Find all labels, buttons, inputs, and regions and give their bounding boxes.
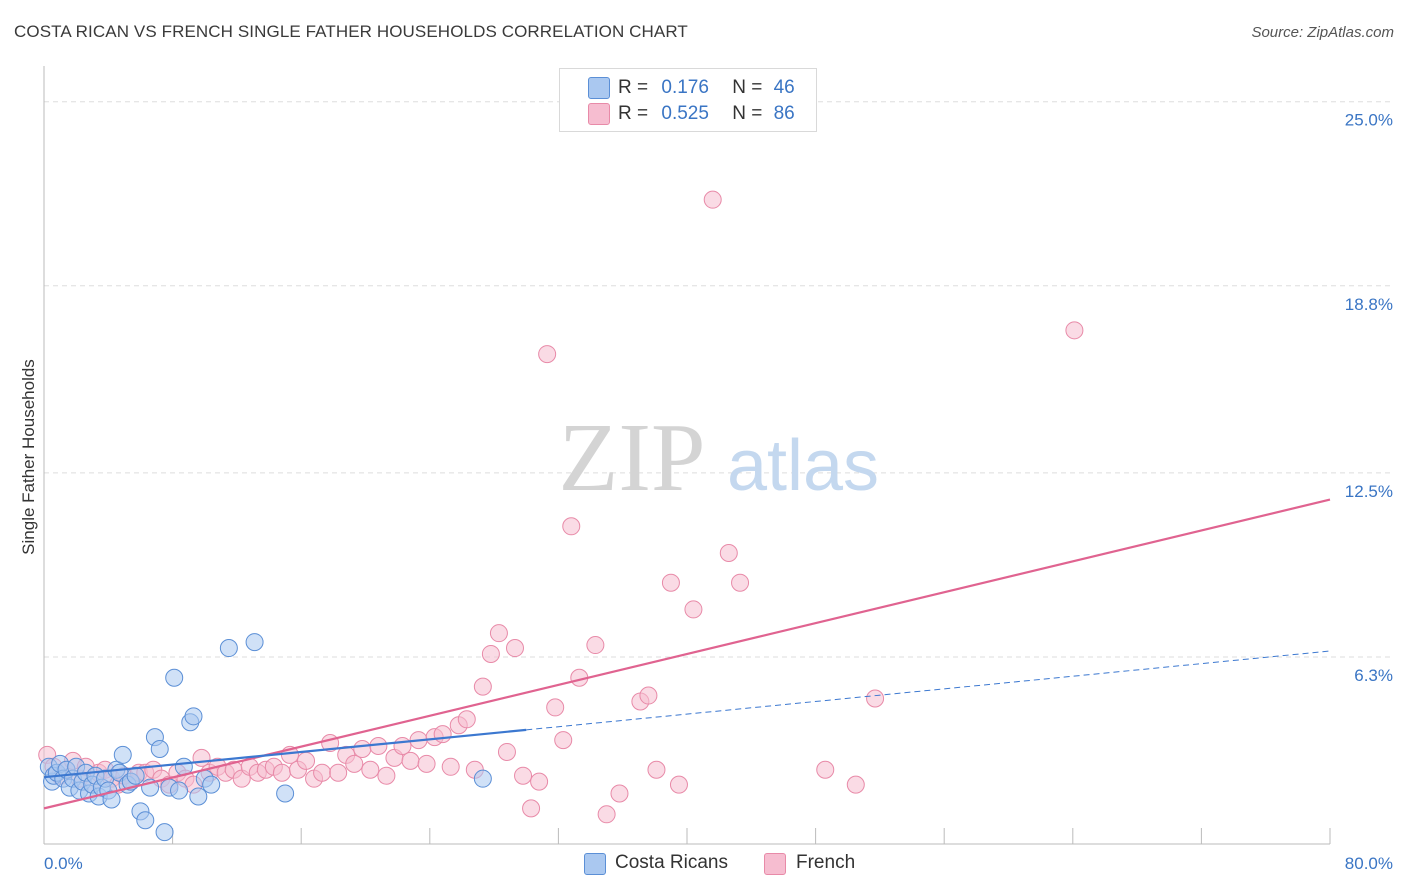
french-point xyxy=(669,775,688,794)
french-point xyxy=(562,517,581,536)
french-point xyxy=(433,725,452,744)
french-point xyxy=(647,760,666,779)
french-point xyxy=(481,644,500,663)
y-tick-label: 18.8% xyxy=(1345,295,1393,314)
legend-row-costa-ricans: R = 0.176 N = 46 xyxy=(618,77,795,99)
french-point xyxy=(393,737,412,756)
french-point xyxy=(417,754,436,773)
french-point xyxy=(345,754,364,773)
french-point xyxy=(329,763,348,782)
french-point xyxy=(684,600,703,619)
french-point xyxy=(489,624,508,643)
bottom-legend-costa-ricans: Costa Ricans xyxy=(615,852,728,873)
legend-swatch-blue xyxy=(588,77,610,99)
french-point xyxy=(401,751,420,770)
french-point xyxy=(522,799,541,818)
grid-lines xyxy=(44,101,1394,658)
costa-rican-point xyxy=(219,639,238,658)
french-point xyxy=(703,190,722,209)
watermark: ZIP atlas xyxy=(559,404,880,512)
tick-labels: 6.3% 12.5% 18.8% 25.0% 0.0% 80.0% xyxy=(44,111,1393,873)
french-point xyxy=(473,677,492,696)
french-point xyxy=(661,573,680,592)
french-point xyxy=(505,639,524,658)
correlation-legend: R = 0.176 N = 46 R = 0.525 N = 86 xyxy=(559,68,817,132)
bottom-legend-swatch-pink xyxy=(764,853,786,875)
legend-n-label: N = xyxy=(732,103,763,124)
french-point xyxy=(639,686,658,705)
french-point xyxy=(361,760,380,779)
french-point xyxy=(192,748,211,767)
legend-n-value: 86 xyxy=(773,103,795,124)
costa-rican-point xyxy=(184,707,203,726)
french-point xyxy=(530,772,549,791)
watermark-zip: ZIP xyxy=(559,404,706,512)
costa-rican-point xyxy=(150,739,169,758)
costa-rican-point xyxy=(245,633,264,652)
french-point xyxy=(816,760,835,779)
legend-row-french: R = 0.525 N = 86 xyxy=(618,103,795,125)
legend-n-label: N = xyxy=(732,77,763,98)
french-point xyxy=(441,757,460,776)
costa-rican-point xyxy=(165,668,184,687)
watermark-atlas: atlas xyxy=(727,426,879,506)
french-point xyxy=(538,345,557,364)
french-point xyxy=(586,636,605,655)
y-tick-label: 12.5% xyxy=(1345,482,1393,501)
costa-rican-point xyxy=(202,775,221,794)
french-point xyxy=(610,784,629,803)
legend-r-label: R = xyxy=(618,77,649,98)
french-point xyxy=(1065,321,1084,340)
french-point xyxy=(546,698,565,717)
y-tick-label: 6.3% xyxy=(1354,666,1393,685)
legend-r-label: R = xyxy=(618,103,649,124)
french-point xyxy=(377,766,396,785)
costa-rican-point xyxy=(189,787,208,806)
trend-lines xyxy=(43,498,1331,810)
french-point xyxy=(514,766,533,785)
legend-r-value: 0.176 xyxy=(661,77,709,98)
costa-rican-point xyxy=(113,745,132,764)
y-axis-label: Single Father Households xyxy=(19,359,38,555)
french-point xyxy=(272,763,291,782)
costa-rican-point xyxy=(155,823,174,842)
costa-rican-point xyxy=(136,811,155,830)
french-point xyxy=(457,710,476,729)
bottom-legend-french: French xyxy=(796,852,856,873)
french-trend-line xyxy=(43,498,1331,810)
french-point xyxy=(497,742,516,761)
french-point xyxy=(353,739,372,758)
costa-rican-point xyxy=(473,769,492,788)
legend-r-value: 0.525 xyxy=(661,103,709,124)
x-tick-label: 0.0% xyxy=(44,854,83,873)
x-tick-label: 80.0% xyxy=(1345,854,1393,873)
french-point xyxy=(554,731,573,750)
costa-rican-point xyxy=(102,790,121,809)
axes xyxy=(43,66,1331,845)
french-point xyxy=(313,763,332,782)
costa-rican-point xyxy=(170,781,189,800)
costa-rican-trend-extension xyxy=(526,650,1331,731)
french-point xyxy=(297,751,316,770)
french-point xyxy=(866,689,885,708)
costa-rican-point xyxy=(276,784,295,803)
legend-swatch-pink xyxy=(588,103,610,125)
french-point xyxy=(597,805,616,824)
y-tick-label: 25.0% xyxy=(1345,111,1393,130)
legend-n-value: 46 xyxy=(773,77,795,98)
chart-title: COSTA RICAN VS FRENCH SINGLE FATHER HOUS… xyxy=(14,22,688,41)
french-point xyxy=(719,544,738,563)
french-point xyxy=(846,775,865,794)
source-label: Source: ZipAtlas.com xyxy=(1251,24,1394,41)
bottom-legend-swatch-blue xyxy=(584,853,606,875)
french-point xyxy=(731,573,750,592)
costa-rican-trend-line xyxy=(43,728,527,779)
